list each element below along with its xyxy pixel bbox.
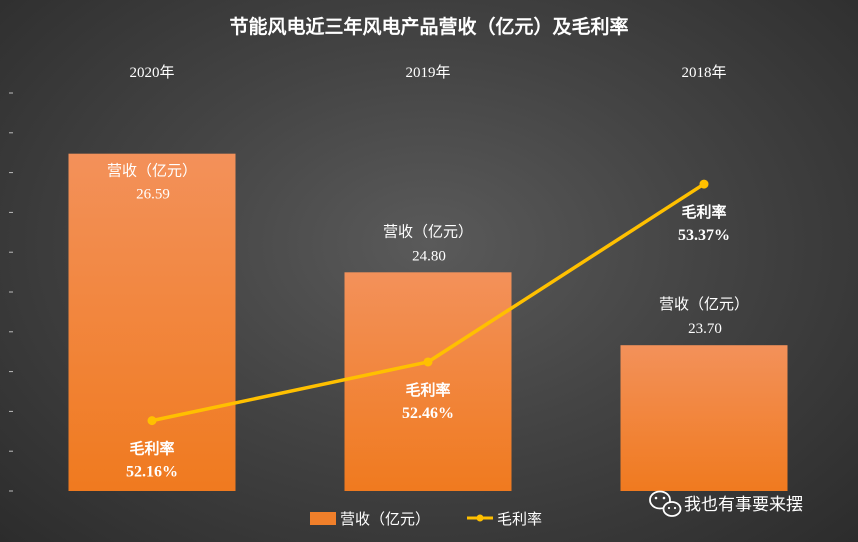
chart-title: 节能风电近三年风电产品营收（亿元）及毛利率 bbox=[229, 15, 628, 38]
x-tick-label-2020: 2020年 bbox=[129, 64, 174, 81]
wechat-icon bbox=[649, 490, 682, 517]
watermark: 我也有事要来摆 bbox=[649, 490, 803, 517]
bar-2020 bbox=[68, 153, 236, 491]
legend-line-label: 毛利率 bbox=[497, 510, 542, 528]
bar-series-label-2018: 营收（亿元） bbox=[659, 295, 749, 313]
bar-value-label-2018: 23.70 bbox=[688, 321, 722, 337]
line-series-label-2020: 毛利率 bbox=[129, 440, 174, 458]
bar-2018 bbox=[620, 345, 788, 491]
bar-value-label-2019: 24.80 bbox=[412, 248, 446, 264]
bar-2019 bbox=[344, 272, 512, 491]
bar-series-label-2019: 营收（亿元） bbox=[383, 222, 473, 240]
legend-bar-swatch bbox=[310, 512, 336, 525]
gross-margin-point-2018 bbox=[699, 179, 709, 189]
legend-line-marker bbox=[476, 514, 484, 522]
x-tick-label-2019: 2019年 bbox=[405, 64, 450, 81]
y-axis-ticks bbox=[9, 92, 13, 492]
gross-margin-point-2019 bbox=[423, 357, 433, 367]
line-value-label-2018: 53.37% bbox=[678, 227, 730, 244]
line-series-label-2018: 毛利率 bbox=[681, 203, 726, 221]
line-value-label-2019: 52.46% bbox=[402, 405, 454, 422]
legend: 营收（亿元） 毛利率 bbox=[310, 510, 542, 528]
bar-series-label-2020: 营收（亿元） bbox=[107, 162, 197, 180]
bar-value-label-2020: 26.59 bbox=[136, 187, 170, 203]
gross-margin-point-2020 bbox=[147, 416, 157, 426]
line-value-label-2020: 52.16% bbox=[126, 464, 178, 481]
line-series-label-2019: 毛利率 bbox=[405, 381, 450, 399]
watermark-text: 我也有事要来摆 bbox=[684, 495, 803, 515]
x-tick-label-2018: 2018年 bbox=[681, 64, 726, 81]
legend-bar-label: 营收（亿元） bbox=[340, 510, 430, 528]
